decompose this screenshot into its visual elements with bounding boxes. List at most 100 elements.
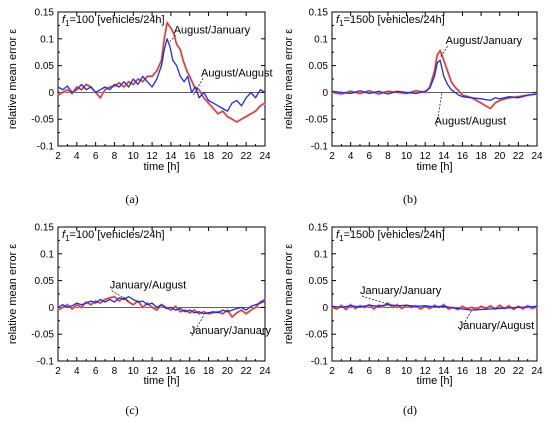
series-line-2 [57, 38, 266, 112]
y-tick-label: 0 [322, 88, 328, 99]
panel-title: f1=100 [vehicles/24h] [62, 229, 165, 243]
x-tick-label: 16 [457, 151, 469, 162]
chart-panel: 2 4 6 8 10 12 14 16 18 20 22 24-0.1-0.0500.050.10.1… [7, 8, 273, 207]
annotation-label: January/August [458, 320, 534, 332]
x-tick-label: 22 [241, 366, 253, 377]
x-tick-label: 6 [366, 366, 372, 377]
x-tick-label: 12 [147, 151, 159, 162]
title-text: =100 [vehicles/24h] [70, 14, 165, 26]
x-tick-label: 14 [165, 151, 177, 162]
y-tick-label: 0 [48, 88, 54, 99]
y-tick-label: -0.05 [31, 330, 54, 341]
y-tick-label: 0.1 [314, 34, 328, 45]
y-tick-label: 0.1 [314, 249, 328, 260]
y-tick-label: -0.1 [311, 142, 329, 153]
x-tick-label: 20 [494, 366, 506, 377]
title-symbol: f [62, 14, 66, 26]
title-text: =1500 [vehicles/24h] [344, 229, 445, 241]
x-tick-label: 12 [420, 151, 432, 162]
series-shadow [57, 295, 266, 320]
x-axis-label: time [h] [416, 375, 452, 387]
annotation-leader [439, 45, 448, 58]
x-tick-label: 8 [385, 366, 391, 377]
y-axis-label: relative mean error ε [7, 244, 19, 344]
y-tick-label: 0.15 [35, 8, 55, 19]
chart-panel: 2 4 6 8 10 12 14 16 18 20 22 24-0.1-0.0500.050.10.1… [283, 8, 543, 207]
x-tick-label: 4 [348, 366, 354, 377]
y-tick-label: 0.15 [309, 223, 329, 234]
chart-panel: 2 4 6 8 10 12 14 16 18 20 22 24-0.1-0.0500.050.10.1… [7, 223, 272, 418]
x-tick-label: 24 [531, 151, 543, 162]
x-axis-label: time [h] [416, 161, 452, 173]
annotation-label: January/January [190, 325, 272, 337]
x-tick-label: 14 [438, 366, 450, 377]
plot-frame [57, 226, 266, 362]
x-tick-label: 8 [112, 366, 118, 377]
x-axis-label: time [h] [143, 375, 179, 387]
y-tick-label: -0.1 [311, 357, 329, 368]
x-tick-label: 2 [55, 366, 61, 377]
panel-letter: (d) [403, 403, 417, 417]
y-tick-label: 0.1 [40, 34, 54, 45]
x-tick-label: 20 [494, 151, 506, 162]
annotation-label: January/January [360, 285, 442, 297]
y-tick-label: 0.05 [35, 61, 55, 72]
y-tick-label: -0.1 [37, 357, 55, 368]
title-subscript: 1 [65, 19, 70, 28]
title-symbol: f [336, 14, 340, 26]
x-tick-label: 20 [222, 366, 234, 377]
x-tick-label: 22 [513, 366, 525, 377]
x-tick-label: 12 [420, 366, 432, 377]
x-tick-label: 14 [438, 151, 450, 162]
y-axis-label: relative mean error ε [283, 29, 295, 129]
x-tick-label: 16 [184, 366, 196, 377]
annotation-leader [361, 295, 389, 305]
x-tick-label: 6 [366, 151, 372, 162]
y-tick-label: 0.05 [309, 61, 329, 72]
y-tick-label: 0.05 [35, 276, 55, 287]
x-tick-label: 20 [222, 151, 234, 162]
x-tick-label: 18 [476, 366, 488, 377]
annotation-leader [191, 315, 205, 337]
series-shadow [331, 47, 538, 111]
y-axis-label: relative mean error ε [283, 244, 295, 344]
y-tick-label: -0.05 [305, 115, 328, 126]
y-tick-label: -0.05 [305, 330, 328, 341]
y-tick-label: 0 [48, 303, 54, 314]
x-axis-label: time [h] [143, 161, 179, 173]
x-tick-label: 16 [184, 151, 196, 162]
x-tick-label: 10 [401, 151, 413, 162]
x-tick-label: 2 [55, 151, 61, 162]
x-tick-label: 8 [385, 151, 391, 162]
x-tick-label: 16 [457, 366, 469, 377]
x-tick-label: 4 [74, 151, 80, 162]
annotation-label: August/August [435, 116, 507, 128]
title-subscript: 1 [339, 19, 344, 28]
y-tick-label: 0.15 [309, 8, 329, 19]
x-tick-label: 18 [476, 151, 488, 162]
title-subscript: 1 [339, 234, 344, 243]
x-tick-label: 6 [93, 366, 99, 377]
y-tick-label: 0.1 [40, 249, 54, 260]
annotation-label: August/August [201, 67, 273, 79]
x-tick-label: 24 [531, 366, 543, 377]
x-tick-label: 2 [329, 366, 335, 377]
x-tick-label: 22 [241, 151, 253, 162]
y-axis-label: relative mean error ε [7, 29, 19, 129]
series-line-2 [331, 59, 538, 102]
x-tick-label: 8 [112, 151, 118, 162]
panel-title: f1=100 [vehicles/24h] [62, 14, 165, 28]
panel-letter: (c) [125, 403, 138, 417]
panel-title: f1=1500 [vehicles/24h] [336, 14, 445, 28]
annotation-label: January/August [110, 280, 186, 292]
y-tick-label: -0.1 [37, 142, 55, 153]
title-text: =100 [vehicles/24h] [70, 229, 165, 241]
x-tick-label: 18 [203, 366, 215, 377]
y-tick-label: -0.05 [31, 115, 54, 126]
annotation-leader [459, 309, 473, 332]
x-tick-label: 4 [348, 151, 354, 162]
series-line-1 [331, 302, 538, 311]
series-line-2 [331, 304, 538, 311]
panel-letter: (a) [125, 192, 138, 206]
